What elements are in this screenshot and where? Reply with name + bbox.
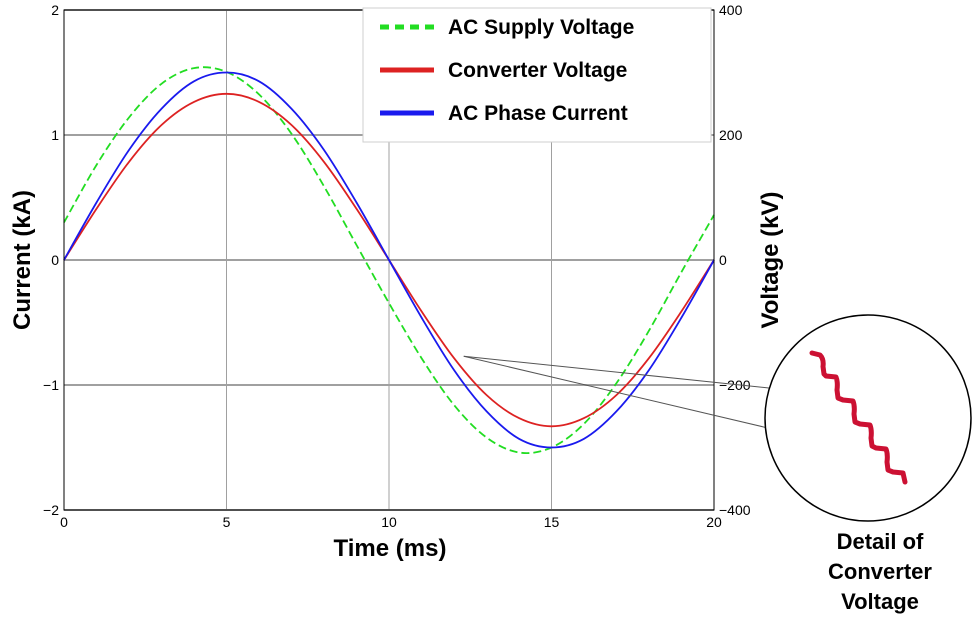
left-y-tick-label: −1 [43, 377, 59, 393]
inset-leader-line [463, 355, 769, 429]
right-y-tick-label: −400 [719, 502, 751, 518]
legend-entry-label: AC Supply Voltage [448, 16, 634, 39]
left-y-tick-label: −2 [43, 502, 59, 518]
series-line-0 [63, 66, 715, 455]
inset-caption-line: Converter [828, 559, 932, 584]
inset-caption-line: Detail of [837, 529, 924, 554]
converter-detail-inset: Detail of Converter Voltage [463, 314, 972, 614]
x-tick-label: 10 [381, 514, 397, 530]
x-tick-label: 15 [544, 514, 560, 530]
legend-box [362, 7, 712, 143]
right-y-tick-label: 0 [719, 252, 727, 268]
legend: AC Supply Voltage Converter Voltage AC Pha… [362, 7, 712, 143]
converter-voltage-detail-waveform [809, 350, 908, 485]
x-tick-label: 5 [223, 514, 231, 530]
legend-entry-label: AC Phase Current [448, 102, 628, 125]
left-axis-title: Current (kA) [9, 190, 36, 330]
series-line-2 [63, 71, 715, 449]
x-axis-title: Time (ms) [334, 535, 447, 562]
inset-circle [764, 314, 972, 522]
right-y-tick-label: 400 [719, 2, 743, 18]
left-y-tick-label: 0 [51, 252, 59, 268]
left-y-tick-label: 2 [51, 2, 59, 18]
inset-caption-line: Voltage [841, 589, 919, 614]
x-tick-label: 20 [706, 514, 722, 530]
series-group [63, 66, 715, 455]
right-axis-title: Voltage (kV) [757, 192, 784, 329]
x-tick-label: 0 [60, 514, 68, 530]
inset-leader-line [463, 355, 770, 389]
tick-labels: 0 5 10 15 20 −2 −1 0 1 2 −400 −200 0 200 400 [43, 2, 751, 530]
legend-entry-label: Converter Voltage [448, 59, 627, 82]
right-y-tick-label: −200 [719, 377, 751, 393]
left-y-tick-label: 1 [51, 127, 59, 143]
right-y-tick-label: 200 [719, 127, 743, 143]
